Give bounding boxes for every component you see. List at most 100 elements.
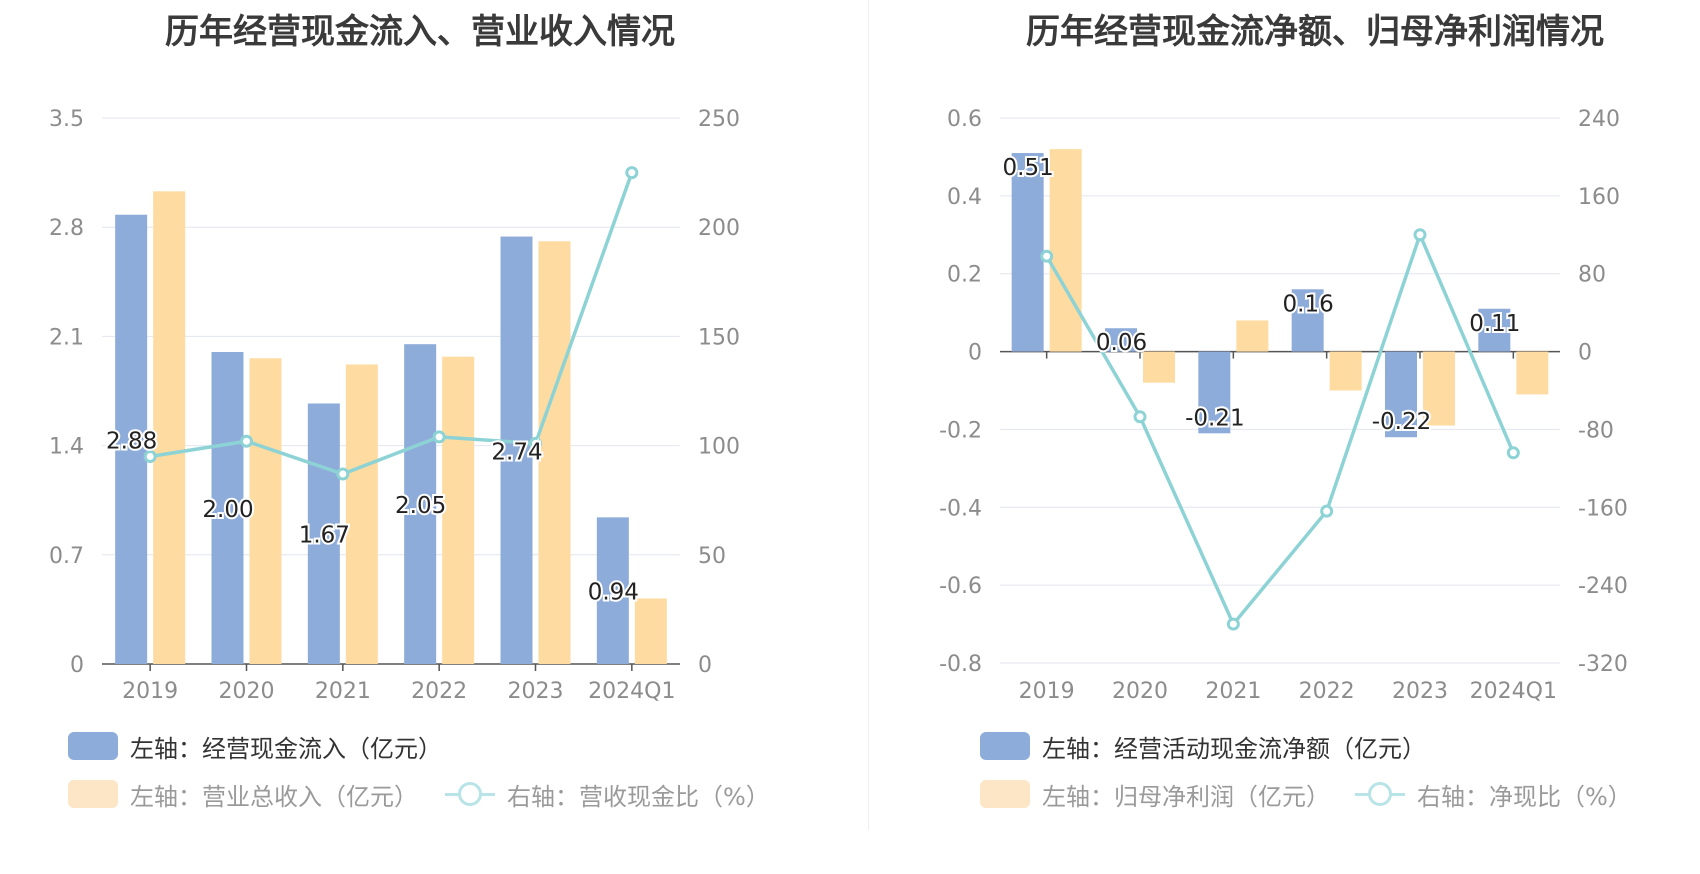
y-tick-right: -320 bbox=[1578, 652, 1628, 677]
y-tick-right: 80 bbox=[1578, 263, 1606, 288]
data-label: -0.21 bbox=[1185, 405, 1245, 431]
y-tick-left: -0.4 bbox=[939, 496, 982, 521]
chart-right: -0.8 -320 -0.6 -240 -0.4 -160 -0.2 -80 0 0 0.2 80 0.… bbox=[939, 107, 1628, 704]
data-label: 2.05 bbox=[395, 493, 446, 519]
legend-swatch-yellow-icon bbox=[980, 780, 1030, 808]
y-tick-left: 3.5 bbox=[49, 107, 84, 132]
x-tick-label: 2024Q1 bbox=[1470, 679, 1557, 704]
bar-primary bbox=[1385, 351, 1417, 438]
legend-item-net-profit[interactable]: 左轴：归母净利润（亿元） bbox=[980, 779, 1330, 811]
data-label: 0.94 bbox=[588, 580, 639, 606]
ratio-point bbox=[1040, 249, 1054, 263]
data-label: 2.88 bbox=[106, 428, 157, 454]
x-tick-label: 2023 bbox=[1392, 679, 1448, 704]
data-label: 1.67 bbox=[299, 523, 350, 549]
ratio-point bbox=[1133, 410, 1147, 424]
x-tick-label: 2019 bbox=[1019, 679, 1075, 704]
legend-label: 左轴：经营活动现金流净额（亿元） bbox=[1042, 734, 1426, 763]
bar-secondary bbox=[1329, 351, 1362, 391]
y-tick-left: 1.4 bbox=[49, 435, 84, 460]
legend-label: 左轴：归母净利润（亿元） bbox=[1042, 782, 1330, 811]
bar-primary bbox=[1105, 328, 1137, 352]
y-tick-left: 2.1 bbox=[49, 325, 84, 350]
legend-item-net-cash-ratio[interactable]: 右轴：净现比（%） bbox=[1355, 779, 1632, 811]
y-tick-left: -0.8 bbox=[939, 652, 982, 677]
x-tick-label: 2023 bbox=[508, 679, 564, 704]
bar-secondary bbox=[345, 364, 378, 664]
ratio-point bbox=[336, 467, 350, 481]
bar-secondary bbox=[634, 598, 667, 664]
x-tick-label: 2020 bbox=[219, 679, 275, 704]
legend-label: 左轴：营业总收入（亿元） bbox=[130, 782, 418, 811]
y-tick-left: 0 bbox=[968, 341, 982, 366]
x-tick-label: 2024Q1 bbox=[588, 679, 675, 704]
ratio-point bbox=[432, 430, 446, 444]
ratio-point bbox=[625, 166, 639, 180]
x-tick-label: 2021 bbox=[315, 679, 371, 704]
legend-item-revenue[interactable]: 左轴：营业总收入（亿元） bbox=[68, 779, 418, 811]
y-tick-left: 0.2 bbox=[947, 263, 982, 288]
y-tick-right: -160 bbox=[1578, 496, 1628, 521]
bar-secondary bbox=[442, 356, 475, 664]
x-tick-label: 2022 bbox=[1299, 679, 1355, 704]
data-label: 0.16 bbox=[1283, 291, 1334, 317]
y-tick-right: 0 bbox=[698, 653, 712, 678]
bar-primary bbox=[115, 214, 148, 664]
bar-secondary bbox=[153, 191, 186, 664]
chart-title-right: 历年经营现金流净额、归母净利润情况 bbox=[1026, 12, 1604, 52]
x-tick-label: 2022 bbox=[411, 679, 467, 704]
y-tick-left: 2.8 bbox=[49, 216, 84, 241]
y-tick-right: 0 bbox=[1578, 341, 1592, 366]
ratio-line bbox=[149, 172, 634, 476]
bar-secondary bbox=[1236, 320, 1269, 352]
ratio-point bbox=[1506, 446, 1520, 460]
x-tick-label: 2019 bbox=[122, 679, 178, 704]
bar-primary bbox=[1198, 351, 1231, 434]
bar-primary bbox=[1291, 289, 1324, 352]
legend-item-cash-inflow[interactable]: 左轴：经营现金流入（亿元） bbox=[68, 731, 442, 763]
y-tick-right: 100 bbox=[698, 435, 740, 460]
legend-label: 右轴：净现比（%） bbox=[1417, 782, 1632, 811]
bar-secondary bbox=[1516, 351, 1549, 395]
bar-secondary bbox=[1143, 351, 1175, 383]
legend-line-marker-icon bbox=[445, 780, 495, 808]
y-tick-left: 0.6 bbox=[947, 107, 982, 132]
y-tick-left: -0.6 bbox=[939, 574, 982, 599]
bar-secondary bbox=[538, 241, 571, 665]
bar-primary bbox=[596, 517, 629, 664]
bar-primary bbox=[404, 344, 437, 664]
data-label: 0.06 bbox=[1096, 330, 1147, 356]
bar-secondary bbox=[1423, 351, 1455, 426]
data-label: 0.51 bbox=[1003, 155, 1054, 181]
legend-swatch-blue-icon bbox=[68, 732, 118, 760]
legend-item-revenue-cash-ratio[interactable]: 右轴：营收现金比（%） bbox=[445, 779, 770, 811]
y-tick-right: -80 bbox=[1578, 418, 1614, 443]
y-tick-right: 160 bbox=[1578, 185, 1620, 210]
y-tick-left: -0.2 bbox=[939, 418, 982, 443]
ratio-point bbox=[1413, 228, 1427, 242]
data-label: 2.00 bbox=[202, 497, 253, 523]
ratio-point bbox=[1320, 504, 1334, 518]
legend-item-net-operating-cash[interactable]: 左轴：经营活动现金流净额（亿元） bbox=[980, 731, 1426, 763]
x-tick-label: 2020 bbox=[1112, 679, 1168, 704]
x-tick-label: 2021 bbox=[1205, 679, 1261, 704]
bar-primary bbox=[500, 236, 533, 664]
bar-primary bbox=[1011, 153, 1044, 352]
legend-swatch-yellow-icon bbox=[68, 780, 118, 808]
ratio-point bbox=[529, 436, 542, 450]
bar-primary bbox=[1478, 308, 1511, 352]
legend-swatch-blue-icon bbox=[980, 732, 1030, 760]
y-tick-right: 200 bbox=[698, 216, 740, 241]
ratio-point bbox=[143, 450, 157, 464]
y-tick-right: 150 bbox=[698, 325, 740, 350]
y-tick-left: 0.7 bbox=[49, 544, 84, 569]
legend-label: 左轴：经营现金流入（亿元） bbox=[130, 734, 442, 763]
bar-primary bbox=[307, 403, 340, 664]
y-tick-right: -240 bbox=[1578, 574, 1628, 599]
ratio-point bbox=[240, 434, 253, 448]
bar-secondary bbox=[249, 358, 282, 664]
y-tick-left: 0.4 bbox=[947, 185, 982, 210]
y-tick-left: 0 bbox=[70, 653, 84, 678]
legend-line-marker-icon bbox=[1355, 780, 1405, 808]
